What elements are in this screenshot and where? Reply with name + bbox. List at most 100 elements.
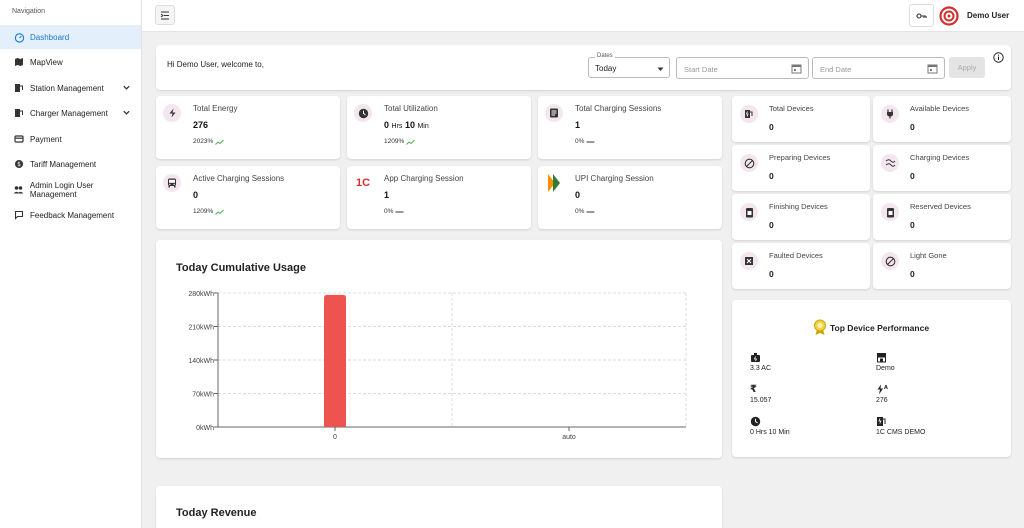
stat-value: 1 bbox=[575, 120, 581, 130]
performance-value: 3.3 AC bbox=[750, 365, 772, 372]
stat-value: 1 bbox=[384, 190, 390, 200]
stat-label: UPI Charging Session bbox=[575, 174, 654, 183]
stat-percentage: 2023% bbox=[193, 138, 225, 145]
stat-card-app-charging-session: 1C App Charging Session 1 0% bbox=[347, 166, 531, 229]
battery-icon bbox=[740, 203, 758, 221]
calendar-icon[interactable] bbox=[927, 63, 938, 76]
end-date-field[interactable]: End Date bbox=[812, 57, 945, 79]
device-card-preparing: Preparing Devices 0 bbox=[732, 145, 870, 191]
stat-card-total-energy: Total Energy 276 2023% bbox=[156, 96, 340, 159]
cumulative-usage-card: Today Cumulative Usage 0kWh 70kWh 140kWh 21… bbox=[156, 240, 722, 458]
device-label: Light Gone bbox=[910, 251, 947, 260]
dates-select[interactable]: Dates Today bbox=[588, 53, 670, 78]
clock-icon bbox=[354, 104, 372, 122]
stat-value: 0 Hrs 10 Min bbox=[384, 120, 429, 130]
stat-label: Total Charging Sessions bbox=[575, 104, 662, 113]
ev-charger-icon bbox=[876, 417, 887, 429]
apply-button[interactable]: Apply bbox=[949, 57, 985, 78]
svg-text:A: A bbox=[884, 385, 888, 391]
y-tick-label: 70kWh bbox=[192, 392, 214, 399]
today-revenue-card: Today Revenue bbox=[156, 486, 722, 528]
device-label: Total Devices bbox=[769, 104, 814, 113]
performance-item-energy: A 276 bbox=[876, 384, 888, 404]
stat-card-total-utilization: Total Utilization 0 Hrs 10 Min 1209% bbox=[347, 96, 531, 159]
username[interactable]: Demo User bbox=[967, 11, 1010, 20]
trending-up-icon bbox=[406, 139, 416, 145]
sidebar-item-feedback-management[interactable]: Feedback Management bbox=[0, 203, 141, 227]
dates-value: Today bbox=[595, 64, 617, 73]
app-logo-icon: 1C bbox=[355, 177, 371, 189]
device-label: Finishing Devices bbox=[769, 202, 828, 211]
stat-value: 0 bbox=[193, 190, 199, 200]
payment-icon bbox=[13, 133, 25, 145]
device-value: 0 bbox=[910, 220, 915, 230]
device-card-total: Total Devices 0 bbox=[732, 96, 870, 142]
charger-icon bbox=[13, 107, 25, 119]
device-card-faulted: Faulted Devices 0 bbox=[732, 243, 870, 289]
menu-icon bbox=[160, 11, 169, 19]
sidebar-item-dashboard[interactable]: Dashboard bbox=[0, 25, 141, 49]
users-icon bbox=[13, 184, 25, 196]
sidebar-item-admin-users[interactable]: Admin Login User Management bbox=[0, 178, 141, 202]
map-icon bbox=[13, 56, 25, 68]
sidebar-item-tariff-management[interactable]: $ Tariff Management bbox=[0, 152, 141, 176]
bus-icon bbox=[163, 174, 181, 192]
revenue-title: Today Revenue bbox=[176, 507, 257, 519]
menu-toggle-button[interactable] bbox=[155, 5, 175, 25]
performance-value: 0 Hrs 10 Min bbox=[750, 429, 790, 436]
sidebar-item-station-management[interactable]: Station Management bbox=[0, 76, 141, 100]
charger-type-icon bbox=[750, 353, 761, 365]
chevron-down-icon[interactable] bbox=[122, 108, 131, 119]
charging-cable-icon bbox=[881, 154, 899, 172]
device-label: Available Devices bbox=[910, 104, 970, 113]
stat-label: Active Charging Sessions bbox=[193, 174, 285, 183]
top-device-performance-card: Top Device Performance 3.3 AC Demo ₹ 15.… bbox=[732, 300, 1011, 457]
performance-item-duration: 0 Hrs 10 Min bbox=[750, 416, 790, 436]
sidebar-item-label: Charger Management bbox=[30, 108, 108, 118]
sidebar-item-payment[interactable]: Payment bbox=[0, 127, 141, 151]
sidebar-item-label: Payment bbox=[30, 134, 62, 144]
bolt-icon bbox=[163, 104, 181, 122]
rupee-icon: ₹ bbox=[750, 384, 757, 395]
end-date-placeholder: End Date bbox=[820, 65, 852, 74]
y-tick-label: 210kWh bbox=[188, 325, 214, 332]
device-value: 0 bbox=[769, 122, 774, 132]
stat-label: App Charging Session bbox=[384, 174, 464, 183]
energy-bolt-icon: A bbox=[876, 384, 888, 397]
sidebar-item-label: Dashboard bbox=[30, 32, 70, 42]
award-badge-icon bbox=[813, 319, 827, 338]
key-icon bbox=[916, 12, 927, 19]
x-tick-label: auto bbox=[562, 434, 576, 441]
device-card-available: Available Devices 0 bbox=[873, 96, 1011, 142]
key-button[interactable] bbox=[909, 4, 934, 27]
device-card-finishing: Finishing Devices 0 bbox=[732, 194, 870, 240]
x-tick-label: 0 bbox=[333, 434, 337, 441]
sidebar-item-mapview[interactable]: MapView bbox=[0, 50, 141, 74]
stat-value: 276 bbox=[193, 120, 209, 130]
sidebar-item-label: Station Management bbox=[30, 83, 104, 93]
dates-label: Dates bbox=[595, 53, 615, 59]
device-card-charging: Charging Devices 0 bbox=[873, 145, 1011, 191]
trending-flat-icon bbox=[586, 211, 595, 212]
clock-icon bbox=[750, 416, 761, 429]
station-icon bbox=[13, 82, 25, 94]
chevron-down-icon[interactable] bbox=[122, 83, 131, 94]
sidebar-item-label: Feedback Management bbox=[30, 210, 115, 220]
stat-percentage: 1209% bbox=[384, 138, 416, 145]
y-tick-label: 140kWh bbox=[188, 358, 214, 365]
battery-icon bbox=[881, 203, 899, 221]
info-icon[interactable] bbox=[993, 52, 1004, 65]
svg-text:$: $ bbox=[17, 161, 21, 168]
device-value: 0 bbox=[910, 269, 915, 279]
sidebar-item-label: Tariff Management bbox=[30, 159, 97, 169]
trending-flat-icon bbox=[395, 211, 404, 212]
calendar-icon[interactable] bbox=[791, 63, 802, 76]
sidebar-item-charger-management[interactable]: Charger Management bbox=[0, 101, 141, 125]
device-value: 0 bbox=[769, 171, 774, 181]
start-date-field[interactable]: Start Date bbox=[676, 57, 809, 79]
tariff-icon: $ bbox=[13, 158, 25, 170]
sidebar-item-label: MapView bbox=[30, 57, 63, 67]
stat-card-upi-charging-session: UPI Charging Session 0 0% bbox=[538, 166, 722, 229]
device-label: Preparing Devices bbox=[769, 153, 831, 162]
sidebar: Navigation Dashboard MapView Station Man… bbox=[0, 0, 142, 528]
